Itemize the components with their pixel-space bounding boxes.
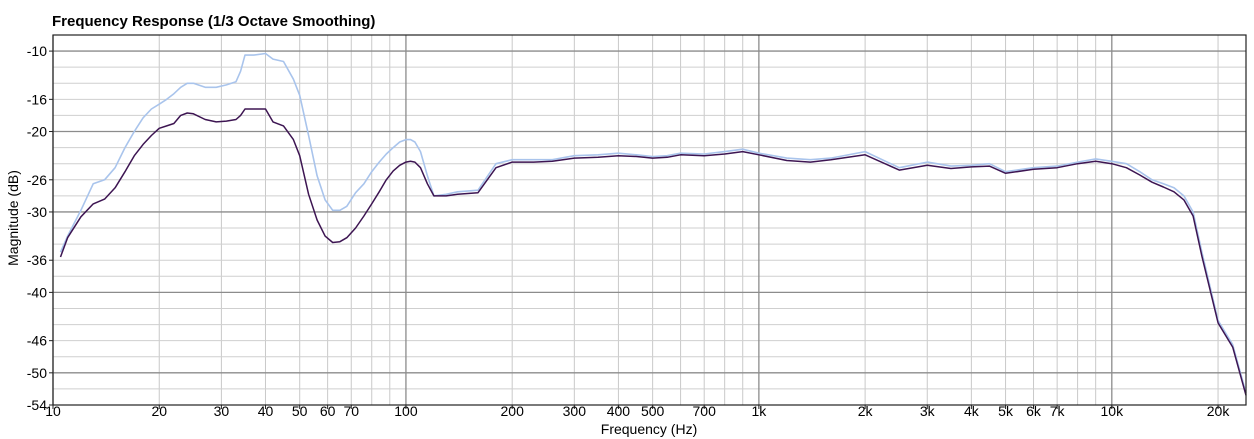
x-tick-label: 3k (920, 403, 936, 419)
series-line-2 (59, 108, 1247, 396)
x-tick-label: 40 (258, 403, 274, 419)
minor-grid (53, 34, 1246, 406)
x-tick-label: 2k (858, 403, 874, 419)
y-tick-label: -46 (27, 333, 47, 349)
y-tick-label: -16 (27, 91, 47, 107)
x-tick-label: 50 (292, 403, 308, 419)
x-tick-label: 70 (343, 403, 359, 419)
x-tick-label: 4k (964, 403, 980, 419)
y-tick-label: -40 (27, 284, 47, 300)
x-tick-label: 200 (501, 403, 525, 419)
x-tick-label: 500 (641, 403, 665, 419)
x-tick-label: 100 (394, 403, 418, 419)
x-tick-label: 6k (1026, 403, 1042, 419)
x-tick-label: 5k (998, 403, 1014, 419)
y-tick-label: -30 (27, 204, 47, 220)
x-tick-label: 30 (214, 403, 230, 419)
x-axis-label: Frequency (Hz) (601, 421, 697, 437)
y-tick-label: -26 (27, 172, 47, 188)
x-tick-labels: 10 20 30 40 50 60 70 100 200 300 400 500 700 1k 2k 3k 4k… (45, 403, 1230, 419)
y-tick-label: -50 (27, 365, 47, 381)
y-tick-label: -10 (27, 43, 47, 59)
x-tick-label: 20 (151, 403, 167, 419)
x-tick-label: 1k (751, 403, 767, 419)
chart-title: Frequency Response (1/3 Octave Smoothing… (52, 13, 376, 30)
x-tick-label: 700 (693, 403, 717, 419)
x-tick-label: 10k (1101, 403, 1125, 419)
series-layer (59, 52, 1247, 396)
x-tick-label: 7k (1050, 403, 1066, 419)
plot-frame (52, 34, 1247, 406)
x-tick-label: 400 (607, 403, 631, 419)
y-tick-label: -54 (27, 397, 47, 413)
major-grid (52, 35, 1246, 405)
series-line-1 (59, 52, 1247, 394)
y-tick-label: -36 (27, 252, 47, 268)
y-tick-label: -20 (27, 124, 47, 140)
x-tick-label: 60 (320, 403, 336, 419)
x-tick-label: 300 (563, 403, 587, 419)
x-tick-label: 10 (45, 403, 61, 419)
y-axis-label: Magnitude (dB) (5, 170, 21, 266)
y-tick-labels: -10 -16 -20 -26 -30 -36 -40 -46 -50 -54 (27, 43, 53, 413)
x-tick-label: 20k (1207, 403, 1231, 419)
